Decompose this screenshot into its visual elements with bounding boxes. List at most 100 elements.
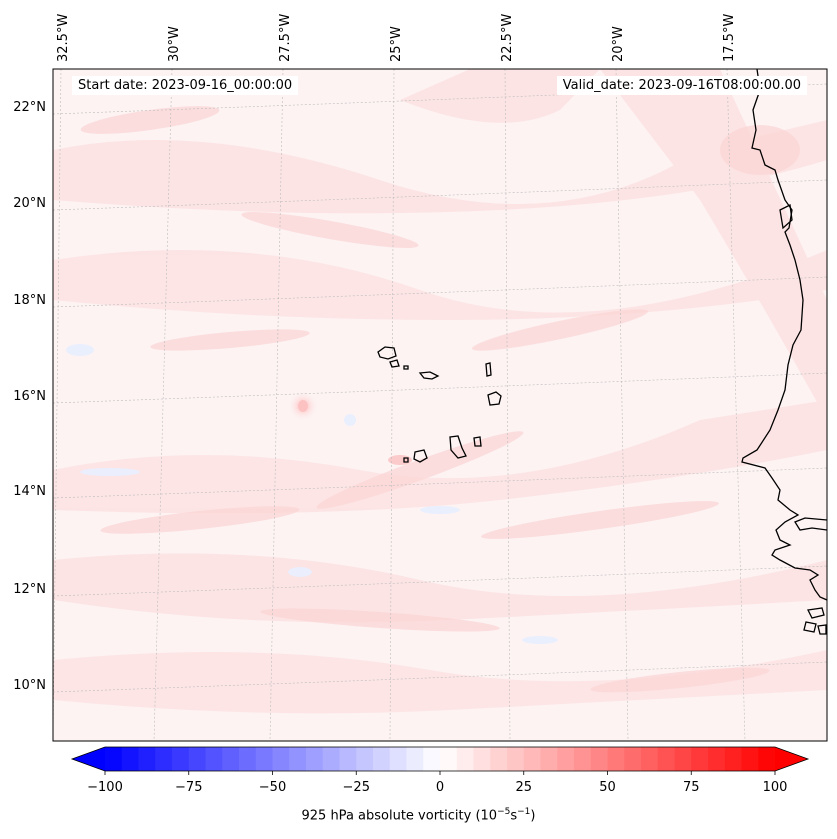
colorbar-cell: [490, 747, 508, 771]
colorbar-tick-label: 75: [683, 780, 700, 795]
colorbar-cell: [188, 747, 206, 771]
colorbar-cell: [289, 747, 307, 771]
colorbar-tick-label: 50: [599, 780, 616, 795]
coastline: [741, 69, 827, 635]
colorbar-cell: [121, 747, 139, 771]
colorbar-tick-label: −100: [87, 780, 123, 795]
colorbar-cell: [389, 747, 407, 771]
colorbar-ticks: [104, 771, 776, 775]
colorbar-cell: [507, 747, 525, 771]
latitude-labels: 22°N 20°N 18°N 16°N 14°N 12°N 10°N: [13, 100, 46, 693]
map-panel: [53, 69, 827, 741]
colorbar-cell: [641, 747, 659, 771]
colorbar-cell: [105, 747, 123, 771]
colorbar-cell: [456, 747, 474, 771]
brava-island: [403, 457, 409, 463]
vorticity-positive-bands: [53, 69, 827, 714]
longitude-labels: 32.5°W 30°W 27.5°W 25°W 22.5°W 20°W 17.5…: [56, 14, 737, 62]
colorbar-cell: [557, 747, 575, 771]
colorbar-cell: [574, 747, 592, 771]
colorbar-cell: [322, 747, 340, 771]
sao-vicente-island: [389, 359, 400, 368]
dakar-peninsula: [779, 204, 793, 230]
santa-luzia-island: [403, 365, 409, 370]
colorbar-extend-high: [775, 747, 808, 771]
santiago-island: [449, 435, 467, 459]
meridian-line: [615, 69, 629, 741]
colorbar-cell: [624, 747, 642, 771]
valid-date-label: Valid_date: 2023-09-16T08:00:00.00: [556, 76, 807, 95]
colorbar-tick-label: 0: [436, 780, 444, 795]
colorbar-tick-label: 25: [515, 780, 532, 795]
colorbar-cell: [306, 747, 324, 771]
colorbar-cell: [708, 747, 726, 771]
colorbar-cell: [222, 747, 240, 771]
bissagos-islands: [803, 607, 827, 635]
fogo-island: [413, 449, 428, 463]
africa-coastline-south: [794, 517, 827, 531]
colorbar-cell: [674, 747, 692, 771]
lon-label: 25°W: [389, 26, 404, 62]
colorbar-cell: [758, 747, 776, 771]
colorbar-cell: [691, 747, 709, 771]
colorbar-cell: [172, 747, 190, 771]
colorbar-tick-label: −25: [343, 780, 370, 795]
colorbar-cell: [724, 747, 742, 771]
graticule: [53, 69, 827, 741]
meridian-line: [269, 69, 284, 741]
map-frame: [52, 68, 828, 742]
colorbar-cell: [205, 747, 223, 771]
colorbar-tick-label: 100: [763, 780, 788, 795]
lat-label: 22°N: [13, 100, 46, 115]
colorbar: −100 −75 −50 −25 0 25 50 75 100: [70, 746, 810, 795]
lat-label: 10°N: [13, 678, 46, 693]
colorbar-cell: [255, 747, 273, 771]
colorbar-cell: [741, 747, 759, 771]
colorbar-cell: [657, 747, 675, 771]
colorbar-cell: [406, 747, 424, 771]
lon-label: 30°W: [167, 26, 182, 62]
lat-label: 12°N: [13, 582, 46, 597]
lat-label: 20°N: [13, 196, 46, 211]
vorticity-band-details: [80, 106, 800, 693]
lat-label: 14°N: [13, 484, 46, 499]
santo-antao-island: [377, 346, 397, 360]
colorbar-cell: [272, 747, 290, 771]
colorbar-label-unit: s: [510, 808, 518, 824]
maio-island: [473, 436, 482, 447]
colorbar-label-suffix: ): [530, 808, 536, 824]
colorbar-cell: [138, 747, 156, 771]
sao-nicolau-island: [418, 371, 440, 380]
colorbar-cell: [607, 747, 625, 771]
lat-label: 16°N: [13, 389, 46, 404]
colorbar-cell: [339, 747, 357, 771]
lon-label: 20°W: [611, 26, 626, 62]
colorbar-cell: [540, 747, 558, 771]
colorbar-label-exp2: −1: [517, 807, 531, 817]
colorbar-cell: [590, 747, 608, 771]
colorbar-cell: [356, 747, 374, 771]
colorbar-cell: [239, 747, 257, 771]
lon-label: 27.5°W: [278, 14, 293, 62]
meridian-line: [726, 69, 746, 741]
colorbar-cell: [473, 747, 491, 771]
cape-verde-islands: [377, 346, 502, 463]
colorbar-tick-label: −75: [175, 780, 202, 795]
meridian-line: [53, 69, 62, 741]
lon-label: 32.5°W: [56, 14, 71, 62]
vorticity-negative-patches: [66, 344, 558, 644]
colorbar-label-prefix: 925 hPa absolute vorticity (10: [301, 808, 498, 824]
start-date-label: Start date: 2023-09-16_00:00:00: [72, 76, 299, 95]
sal-island: [485, 362, 492, 377]
colorbar-label-exp1: −5: [497, 807, 511, 817]
meridian-line: [389, 69, 395, 741]
colorbar-label: 925 hPa absolute vorticity (10−5s−1): [0, 807, 837, 823]
colorbar-cell: [523, 747, 541, 771]
meridian-line: [504, 69, 511, 741]
colorbar-cell: [423, 747, 441, 771]
colorbar-tick-labels: −100 −75 −50 −25 0 25 50 75 100: [87, 780, 787, 795]
colorbar-cells: [105, 747, 776, 771]
lon-label: 17.5°W: [722, 14, 737, 62]
lat-label: 18°N: [13, 293, 46, 308]
